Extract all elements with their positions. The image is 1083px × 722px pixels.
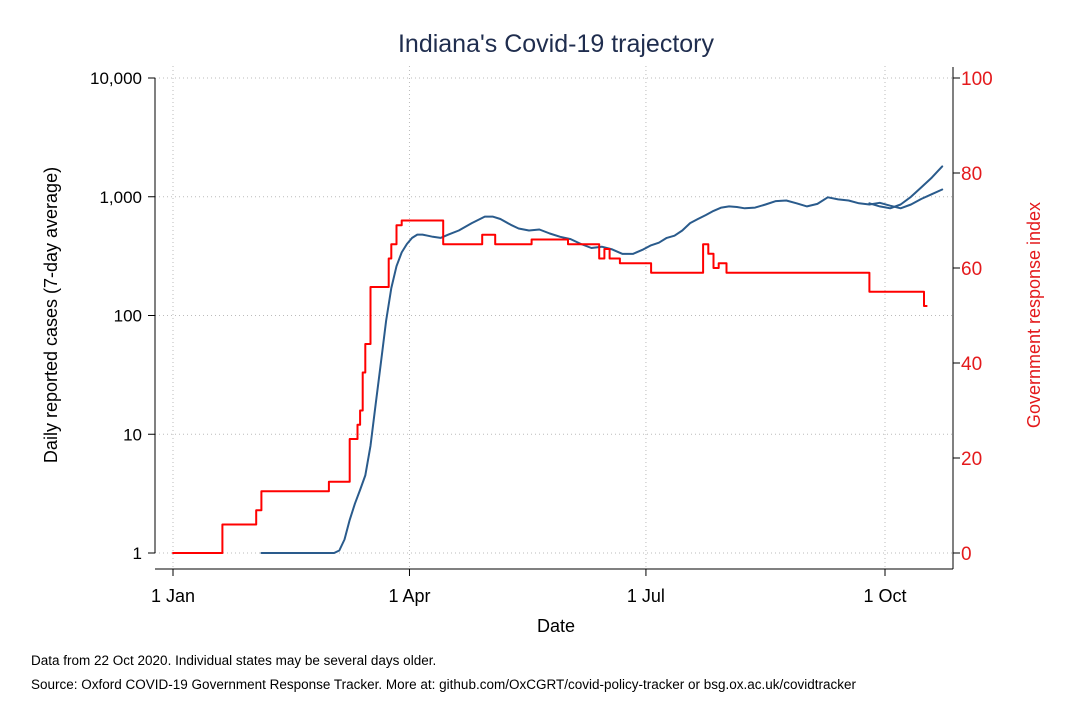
y-axis-left-tick-label: 100 [114, 307, 142, 326]
series [172, 165, 944, 554]
x-axis-tick-label: 1 Jul [627, 586, 665, 606]
data-date-note: Data from 22 Oct 2020. Individual states… [31, 653, 437, 668]
daily-cases-line [260, 188, 944, 554]
y-axis-right-tick-label: 40 [961, 354, 982, 375]
y-axis-left-tick-label: 1,000 [99, 188, 142, 207]
y-axis-left-tick-label: 1 [133, 544, 142, 563]
source-note: Source: Oxford COVID-19 Government Respo… [31, 677, 857, 692]
government-response-index-line [172, 219, 928, 554]
y-axis-left-tick-label: 10,000 [90, 69, 142, 88]
gridlines [155, 66, 953, 568]
x-axis-tick-label: 1 Apr [388, 586, 430, 606]
y-axis-right-tick-label: 60 [961, 259, 982, 280]
y-axis-right-tick-label: 100 [961, 69, 993, 90]
x-axis-tick-label: 1 Jan [151, 586, 195, 606]
y-axis-right-tick-label: 20 [961, 449, 982, 470]
y-axis-left-tick-label: 10 [123, 425, 142, 444]
y-axis-right-tick-label: 0 [961, 544, 972, 565]
chart-title: Indiana's Covid-19 trajectory [398, 30, 715, 58]
x-axis-label: Date [537, 616, 575, 636]
y-axis-left-label: Daily reported cases (7-day average) [41, 167, 61, 463]
daily-cases-line [868, 165, 944, 210]
axes: 1 10 100 1,000 10,000 0 20 40 60 80 100 1 Jan 1 Apr 1… [90, 67, 993, 606]
y-axis-right-tick-label: 80 [961, 164, 982, 185]
x-axis-tick-label: 1 Oct [863, 586, 906, 606]
y-axis-right-label: Government response index [1024, 202, 1044, 428]
